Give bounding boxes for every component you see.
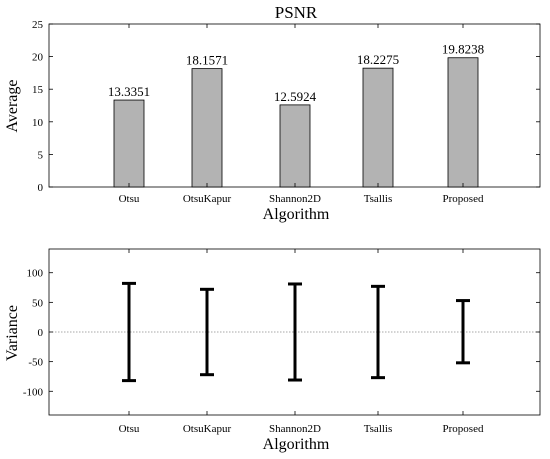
x-tick-label: Otsu: [119, 423, 140, 435]
x-tick-label: OtsuKapur: [183, 423, 232, 435]
bar-chart-y-ticks: 0 5 10 15 20 25: [32, 19, 540, 194]
y-tick-label: 0: [38, 182, 44, 194]
bars: 13.3351 18.1571 12.5924 18.2275 19.8238: [108, 42, 484, 188]
bar-proposed: [447, 57, 479, 188]
bar-value-label: 18.1571: [186, 53, 228, 68]
x-tick-label: Proposed: [443, 423, 484, 435]
y-tick-label: 50: [32, 297, 44, 309]
bar-value-label: 13.3351: [108, 84, 150, 99]
error-bar-shannon2d: [288, 282, 302, 382]
y-tick-label: -100: [23, 386, 44, 398]
bar-chart-y-axis-title: Average: [4, 80, 21, 133]
bar-shannon2d: [279, 104, 311, 188]
bar-chart: 13.3351 18.1571 12.5924 18.2275 19.8238 0 5 10…: [4, 3, 541, 223]
y-tick-label: 25: [32, 19, 44, 31]
bar-value-label: 18.2275: [357, 52, 399, 67]
x-tick-label: Proposed: [443, 193, 484, 205]
y-tick-label: 10: [32, 117, 44, 129]
y-tick-label: 15: [32, 84, 44, 96]
y-tick-label: -50: [28, 357, 43, 369]
y-tick-label: 20: [32, 52, 44, 64]
x-tick-label: Shannon2D: [269, 423, 321, 435]
y-tick-label: 100: [27, 268, 44, 280]
bar-chart-x-axis-title: Algorithm: [263, 206, 330, 223]
error-bars: [122, 281, 470, 383]
error-bar-tsallis: [371, 284, 385, 380]
error-bar-proposed: [456, 299, 470, 365]
errorbar-chart-y-ticks: -100 -50 0 50 100: [23, 268, 540, 398]
x-tick-label: Otsu: [119, 193, 140, 205]
bar-value-label: 19.8238: [442, 42, 484, 57]
error-bar-otsu: [122, 281, 136, 383]
chart-title: PSNR: [275, 3, 318, 22]
errorbar-chart-x-axis-title: Algorithm: [263, 436, 330, 453]
y-tick-label: 5: [38, 149, 44, 161]
errorbar-chart: -100 -50 0 50 100 Otsu OtsuKapur Shannon2D Tsal…: [4, 248, 541, 453]
bar-otsu: [113, 99, 145, 188]
x-tick-label: Shannon2D: [269, 193, 321, 205]
x-tick-label: Tsallis: [364, 423, 393, 435]
bar-tsallis: [362, 67, 394, 188]
x-tick-label: Tsallis: [364, 193, 393, 205]
x-tick-label: OtsuKapur: [183, 193, 232, 205]
y-tick-label: 0: [38, 327, 44, 339]
bar-otsukapur: [191, 68, 223, 188]
errorbar-chart-x-ticks: Otsu OtsuKapur Shannon2D Tsallis Proposed: [119, 249, 484, 435]
error-bar-otsukapur: [200, 287, 214, 377]
bar-chart-x-ticks: Otsu OtsuKapur Shannon2D Tsallis Proposed: [119, 24, 484, 205]
errorbar-chart-y-axis-title: Variance: [4, 305, 21, 361]
bar-value-label: 12.5924: [274, 89, 317, 104]
